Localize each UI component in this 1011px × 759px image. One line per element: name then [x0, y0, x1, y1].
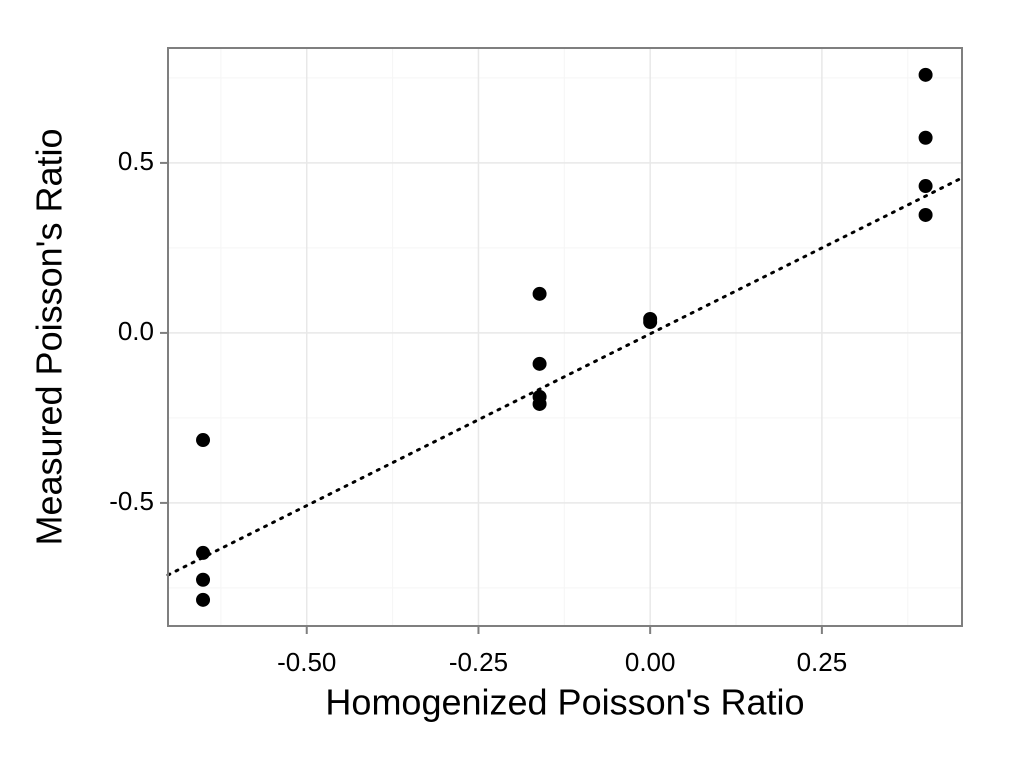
- point: [196, 545, 211, 560]
- grid: [168, 48, 962, 626]
- axes: -0.50 -0.25 0.00 0.25 -0.5 0.0 0.5: [109, 146, 847, 677]
- x-axis-title: Homogenized Poisson's Ratio: [325, 682, 804, 723]
- y-tick-label: -0.5: [109, 486, 154, 516]
- y-tick-label: 0.0: [118, 316, 154, 346]
- point: [918, 67, 933, 82]
- y-axis-title: Measured Poisson's Ratio: [29, 128, 70, 545]
- point: [918, 130, 933, 145]
- x-tick-label: -0.25: [449, 647, 508, 677]
- point: [196, 572, 211, 587]
- point: [918, 179, 933, 194]
- point: [532, 396, 547, 411]
- point: [532, 356, 547, 371]
- marks: [166, 67, 964, 607]
- point: [643, 315, 658, 330]
- point: [196, 592, 211, 607]
- point: [196, 433, 211, 448]
- y-tick-label: 0.5: [118, 146, 154, 176]
- x-tick-label: -0.50: [277, 647, 336, 677]
- reference-line: [166, 176, 964, 577]
- point: [918, 207, 933, 222]
- point: [532, 286, 547, 301]
- x-tick-label: 0.00: [625, 647, 676, 677]
- x-tick-label: 0.25: [797, 647, 848, 677]
- panel-border: [167, 47, 963, 627]
